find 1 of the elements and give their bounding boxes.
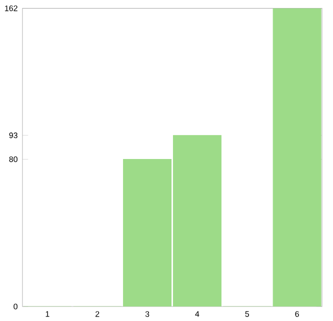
bar bbox=[272, 8, 322, 306]
